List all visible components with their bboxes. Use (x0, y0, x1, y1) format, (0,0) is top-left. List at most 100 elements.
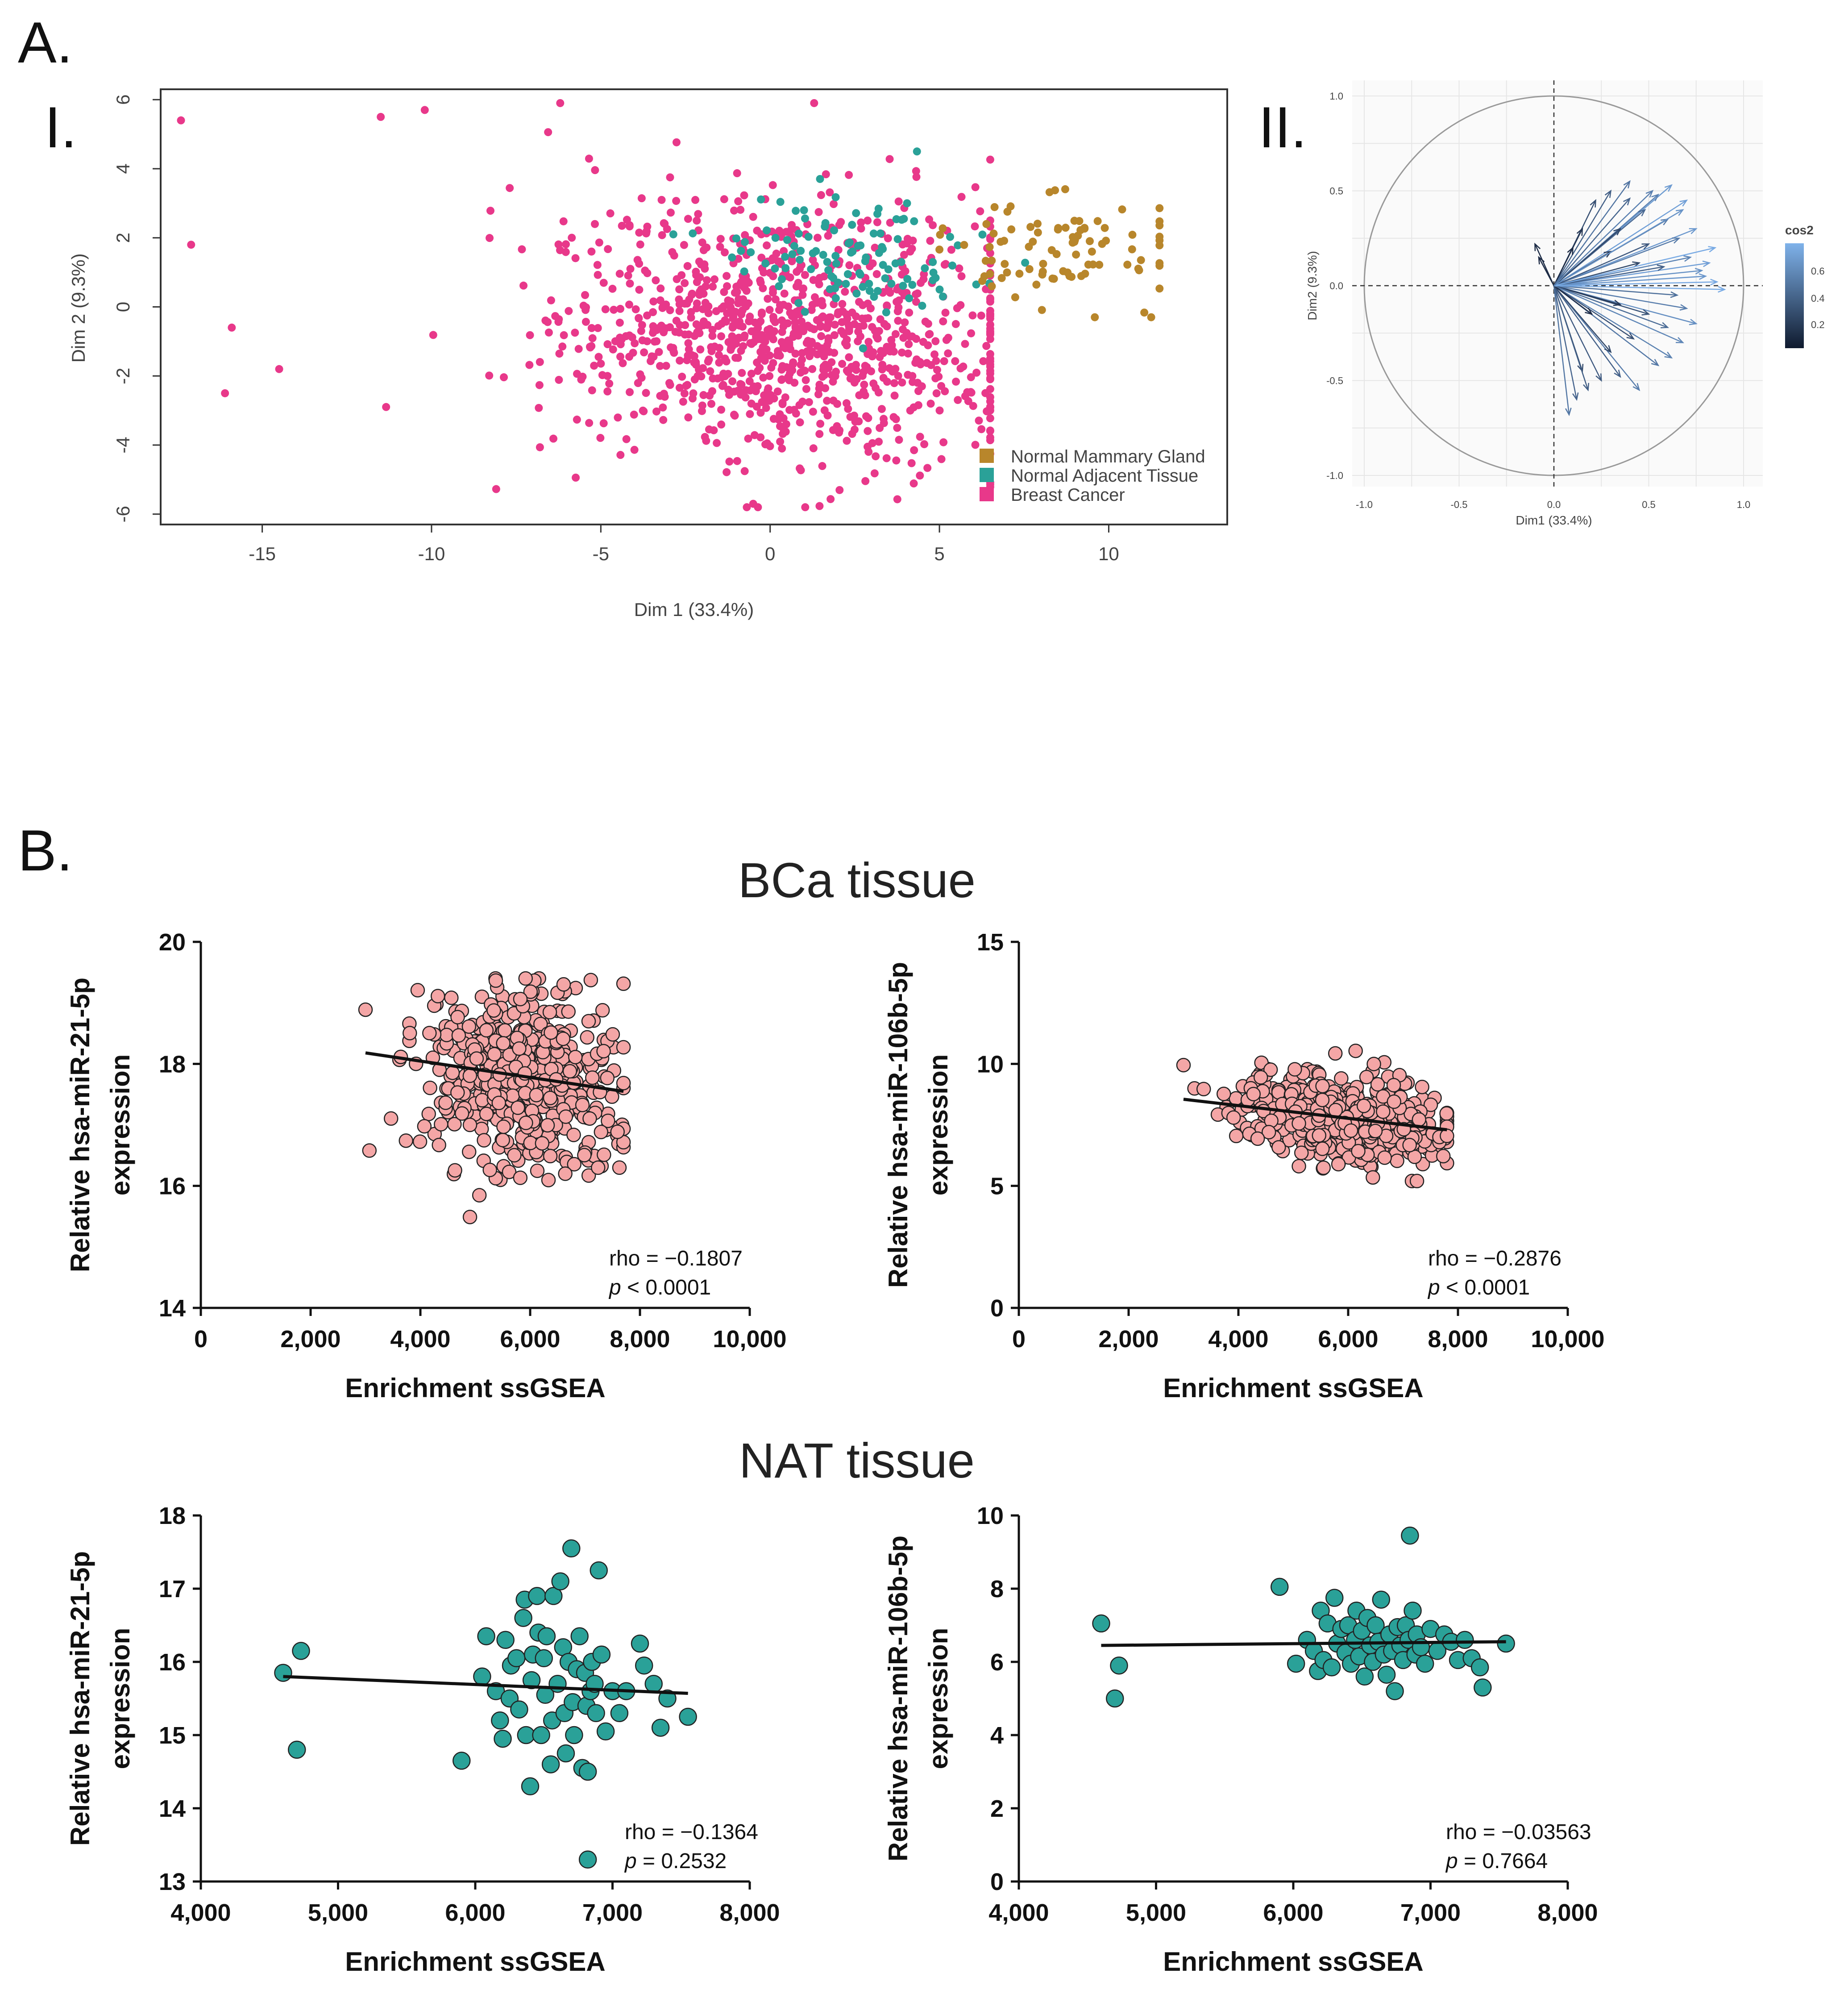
pca-point (912, 290, 920, 299)
y-tick-label: 16 (159, 1649, 186, 1676)
pca-point (765, 351, 774, 360)
pca-point (823, 396, 831, 405)
y-tick-label: 18 (159, 1051, 186, 1078)
pca-point (764, 295, 772, 303)
scatter-point (1250, 1131, 1265, 1146)
pca-x-tick-label: 5 (934, 543, 944, 564)
pca-point (556, 99, 565, 107)
pca-point (784, 319, 792, 328)
pca-point (977, 425, 986, 433)
pca-point (675, 307, 684, 315)
scatter-point (1377, 1665, 1396, 1684)
y-tick-label: 17 (159, 1576, 186, 1603)
pca-point (723, 272, 731, 280)
variable-arrowhead (1664, 351, 1673, 359)
pca-point (635, 314, 643, 322)
scatter-point (439, 1028, 454, 1042)
pca-point (844, 239, 853, 248)
var-y-tick-label: 1.0 (1329, 91, 1343, 102)
pca-point (1001, 260, 1009, 268)
pca-point (841, 339, 849, 347)
pca-point (275, 365, 283, 373)
x-tick-label: 10,000 (713, 1326, 786, 1353)
pca-point (821, 219, 830, 227)
pca-point (568, 233, 576, 242)
scatter-point (410, 983, 425, 998)
pca-point (796, 255, 804, 264)
scatter-point (596, 1722, 615, 1741)
pca-point (932, 389, 941, 398)
y-tick-label: 18 (159, 1503, 186, 1529)
scatter-point (1315, 1141, 1330, 1156)
pca-point (880, 419, 888, 427)
scatter-point (1351, 1144, 1366, 1159)
pca-point (778, 362, 787, 370)
pca-point (588, 386, 596, 395)
scatter-point (1412, 1112, 1427, 1127)
pca-point (756, 433, 765, 441)
pca-point (781, 393, 789, 402)
cos2-tick-02: 0.2 (1811, 319, 1825, 330)
variable-arrowhead (1694, 268, 1703, 275)
scatter-point (498, 1023, 512, 1038)
pca-point (831, 193, 840, 201)
scatter-point (477, 1133, 491, 1148)
pca-point (665, 379, 673, 387)
pca-point (690, 352, 698, 360)
rho-label: rho = −0.1364 (625, 1820, 758, 1844)
pca-point (830, 349, 839, 357)
pca-point (1003, 268, 1011, 277)
pca-point (802, 385, 810, 393)
pca-point (890, 379, 898, 387)
variable-arrow (1553, 257, 1691, 287)
pca-point (779, 414, 788, 423)
pca-point (702, 276, 711, 284)
panel-a1-label: I. (45, 95, 77, 160)
pca-point (708, 332, 717, 340)
pca-point (881, 274, 889, 283)
scatter-point (596, 1044, 611, 1059)
pca-point (986, 307, 994, 315)
pca-point (573, 416, 581, 424)
scatter-point (482, 1162, 497, 1178)
scatter-point (479, 1023, 494, 1038)
bca-mir106b-chart: 0 2,000 4,000 6,000 8,000 10,000 0 5 10 15 Enrichm… (883, 929, 1605, 1403)
variable-arrowhead (1623, 197, 1631, 206)
pca-point (798, 285, 807, 293)
pca-point (826, 313, 835, 322)
pca-point (957, 193, 966, 201)
pca-point (830, 200, 838, 208)
pca-point (740, 333, 748, 342)
pca-point (907, 459, 916, 467)
pca-y-tick-label: -4 (112, 437, 133, 453)
pca-point (886, 288, 894, 297)
scatter-point (462, 1210, 478, 1224)
variable-arrow (1538, 257, 1555, 286)
x-tick-label: 0 (1012, 1326, 1026, 1353)
scatter-point (529, 1087, 544, 1103)
pca-point (1021, 258, 1030, 267)
pca-point (775, 306, 783, 314)
pca-point (614, 413, 622, 422)
cos2-colorbar (1785, 243, 1804, 348)
pca-point (930, 350, 939, 358)
pca-point (655, 348, 663, 356)
scatter-point (1440, 1128, 1454, 1143)
variable-arrowhead (1638, 208, 1646, 216)
pca-point (798, 291, 807, 299)
legend-swatch-breast-cancer (980, 487, 994, 501)
pca-point (813, 350, 822, 358)
scatter-point (583, 973, 598, 987)
pca-point (734, 197, 743, 205)
pca-point (885, 155, 894, 163)
pca-x-axis-label: Dim 1 (33.4%) (634, 599, 754, 620)
pca-point (681, 330, 689, 339)
variable-arrowhead (1710, 279, 1719, 286)
pca-point (894, 316, 902, 325)
variable-arrowhead (1576, 227, 1583, 236)
pca-point (798, 397, 807, 406)
pca-point (831, 252, 840, 260)
pca-point (737, 246, 745, 255)
pca-point (666, 208, 675, 217)
pca-point (815, 502, 824, 510)
